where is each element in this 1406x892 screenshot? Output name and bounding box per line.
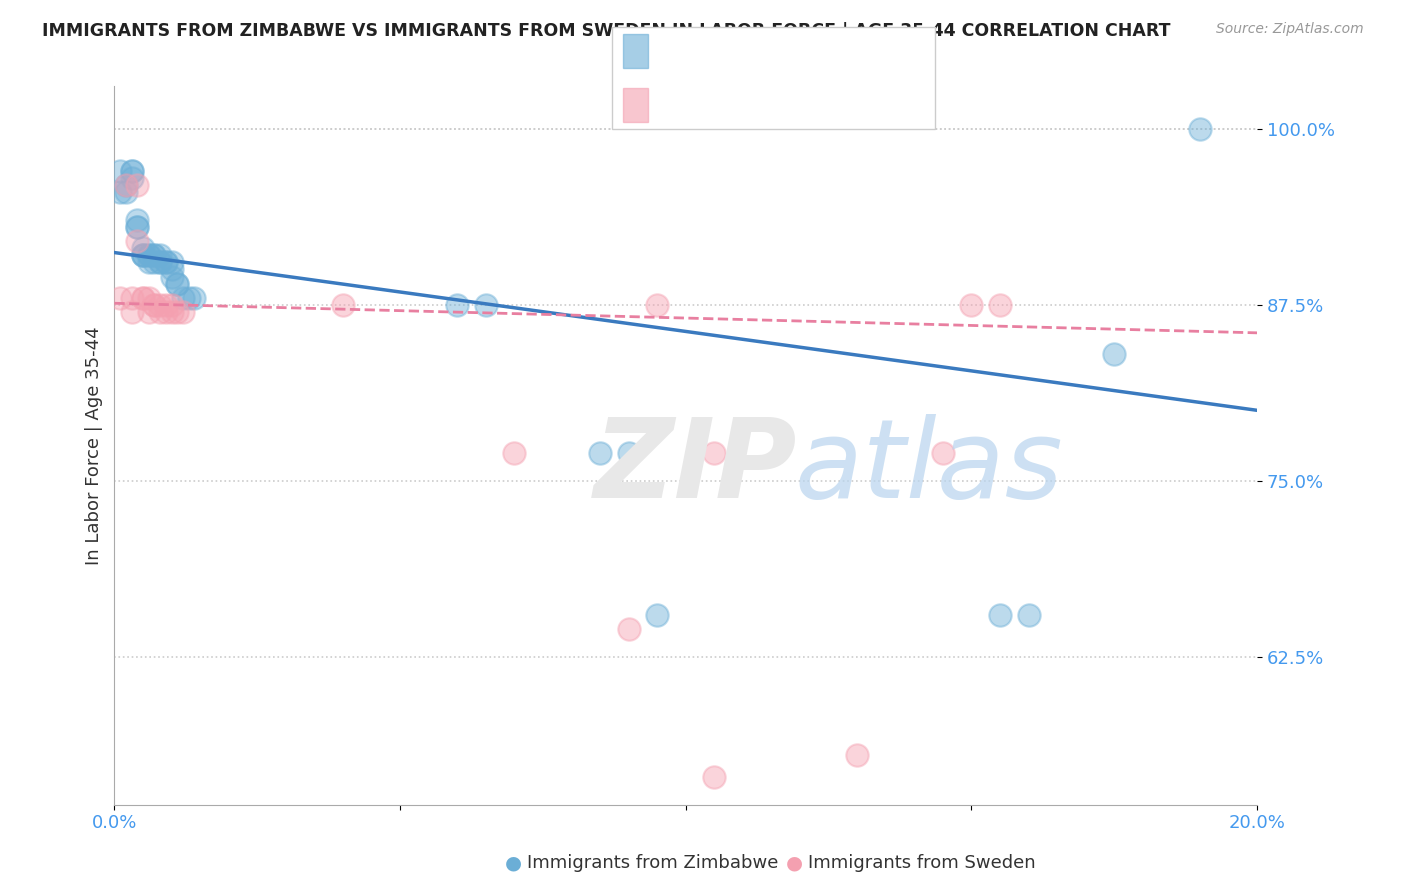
Text: ●: ●	[505, 854, 522, 872]
Point	[121, 170, 143, 185]
Text: Immigrants from Zimbabwe: Immigrants from Zimbabwe	[527, 855, 779, 872]
Point	[589, 445, 612, 459]
Point	[115, 178, 138, 192]
Point	[155, 255, 177, 269]
Point	[160, 262, 183, 277]
Point	[115, 178, 138, 192]
Point	[138, 255, 160, 269]
Point	[703, 445, 725, 459]
Text: ●: ●	[786, 854, 803, 872]
Text: R =: R =	[659, 41, 702, 61]
Point	[143, 255, 166, 269]
Point	[155, 255, 177, 269]
Point	[121, 291, 143, 305]
Text: Immigrants from Sweden: Immigrants from Sweden	[808, 855, 1036, 872]
Point	[127, 220, 149, 235]
Point	[132, 291, 155, 305]
Point	[143, 298, 166, 312]
Point	[132, 248, 155, 262]
Text: R =: R =	[659, 95, 702, 115]
Point	[132, 248, 155, 262]
Point	[988, 607, 1011, 622]
Point	[166, 277, 188, 291]
Point	[160, 255, 183, 269]
Point	[160, 269, 183, 284]
Point	[121, 164, 143, 178]
Point	[166, 304, 188, 318]
Point	[183, 291, 205, 305]
Point	[1102, 347, 1125, 361]
Point	[332, 298, 354, 312]
Point	[132, 241, 155, 255]
Point	[503, 445, 526, 459]
Point	[617, 622, 640, 636]
Text: Source: ZipAtlas.com: Source: ZipAtlas.com	[1216, 22, 1364, 37]
Point	[108, 164, 131, 178]
Point	[143, 248, 166, 262]
Point	[166, 277, 188, 291]
Point	[474, 298, 496, 312]
Point	[127, 213, 149, 227]
Point	[149, 255, 172, 269]
Point	[149, 248, 172, 262]
Text: N = 30: N = 30	[748, 95, 828, 115]
Point	[138, 248, 160, 262]
Point	[143, 298, 166, 312]
Point	[108, 291, 131, 305]
Point	[160, 298, 183, 312]
Point	[155, 304, 177, 318]
Text: -0.161: -0.161	[695, 41, 765, 61]
Point	[138, 291, 160, 305]
Point	[127, 178, 149, 192]
Point	[172, 304, 194, 318]
Point	[645, 607, 668, 622]
Text: ZIP: ZIP	[595, 414, 797, 521]
Point	[138, 248, 160, 262]
Y-axis label: In Labor Force | Age 35-44: In Labor Force | Age 35-44	[86, 326, 103, 565]
Point	[703, 770, 725, 784]
Point	[155, 298, 177, 312]
Point	[960, 298, 983, 312]
Point	[1188, 121, 1211, 136]
Point	[177, 291, 200, 305]
Point	[846, 748, 869, 763]
Point	[645, 298, 668, 312]
Point	[932, 445, 955, 459]
Point	[132, 291, 155, 305]
Point	[127, 220, 149, 235]
Point	[138, 304, 160, 318]
Point	[446, 298, 468, 312]
Point	[149, 298, 172, 312]
Text: -0.058: -0.058	[695, 95, 763, 115]
Point	[143, 248, 166, 262]
Point	[127, 235, 149, 249]
Point	[172, 291, 194, 305]
Point	[108, 185, 131, 199]
Point	[1018, 607, 1040, 622]
Point	[617, 445, 640, 459]
Point	[149, 255, 172, 269]
Point	[149, 304, 172, 318]
Text: N = 42: N = 42	[748, 41, 828, 61]
Point	[121, 164, 143, 178]
Point	[132, 248, 155, 262]
Point	[115, 185, 138, 199]
Point	[988, 298, 1011, 312]
Text: atlas: atlas	[794, 414, 1063, 521]
Point	[121, 304, 143, 318]
Text: IMMIGRANTS FROM ZIMBABWE VS IMMIGRANTS FROM SWEDEN IN LABOR FORCE | AGE 35-44 CO: IMMIGRANTS FROM ZIMBABWE VS IMMIGRANTS F…	[42, 22, 1171, 40]
Point	[160, 304, 183, 318]
